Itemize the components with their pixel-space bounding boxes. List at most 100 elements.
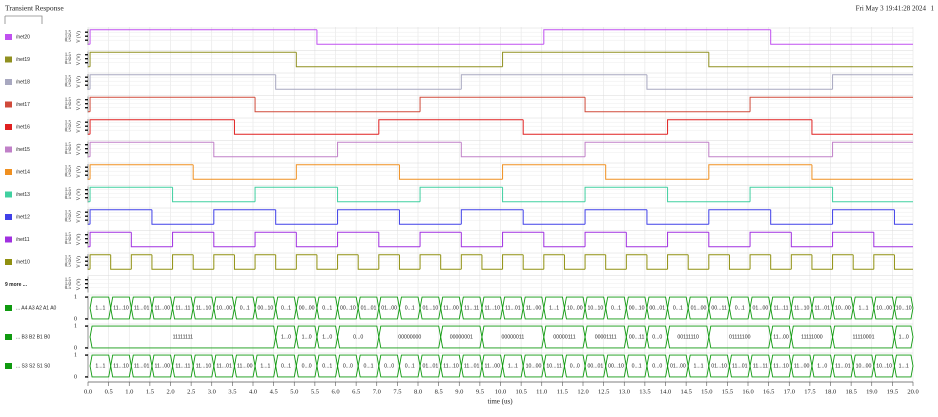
bus-value: 10...00 [876,305,892,311]
y-tick-label: 1.0 [65,79,72,84]
bus-value: 11...00 [155,363,171,369]
signal-segment [708,232,751,248]
legend-swatch [5,236,12,243]
bus-value: 11...01 [835,363,851,369]
signal-segment [749,186,833,202]
bus-value: 11...01 [134,305,150,311]
bus-value: 00000000 [398,334,421,340]
signal-segment [790,254,812,270]
bus-value: 0...0 [353,334,363,340]
signal-segment [337,209,400,225]
signal-segment [584,231,627,247]
bus-value: 00111110 [677,334,699,340]
y-axis-label: V (V) [77,76,82,88]
y-tick-label: 0 [74,316,77,322]
y-tick-label: 0.5 [65,218,72,223]
bus-value: 0...1 [405,363,415,369]
bus-value: 11...01 [134,363,150,369]
signal-name: /net13 [16,192,30,198]
y-tick-label: 1.0 [65,124,72,129]
legend-swatch [5,214,12,220]
signal-segment [563,254,586,270]
bus-value: 1...0 [281,334,291,340]
bus-value: 00...10 [340,305,356,311]
x-tick-label: 6.5 [352,388,360,395]
signal-segment [316,29,544,45]
x-tick-label: 12.0 [577,388,588,395]
bus-value: 11...10 [113,305,129,311]
y-tick-label: 0.5 [65,38,72,43]
legend-swatch [5,259,12,265]
bus-value: 1...1 [95,305,105,311]
bus-value: 10...00 [526,363,542,369]
bus-value: 00...01 [587,363,603,369]
signal-segment [89,51,297,67]
bus-value: 0...0 [570,363,580,369]
signal-segment [89,96,256,112]
bus-value: 0...1 [281,363,291,369]
legend-swatch [5,334,12,340]
x-tick-label: 11.5 [557,388,568,395]
signal-segment [337,141,462,157]
y-tick-label: 0.5 [65,151,72,156]
bus-value: 11...10 [485,305,501,311]
y-tick-label: 1.0 [65,102,72,107]
bus-value: 11111111 [173,334,193,340]
signal-segment [172,187,256,203]
bus-value: 11...01 [505,305,521,311]
signal-segment [605,254,627,270]
bus-value: 10...10 [876,363,892,369]
bus-value: 0...1 [240,305,250,311]
signal-segment [646,254,668,270]
bus-value: 01...01 [361,305,377,311]
signal-segment [708,52,913,68]
y-tick-label: 1.5 [65,98,72,103]
y-tick-label: 1.0 [65,237,72,242]
signal-segment [625,232,668,248]
bus-value: 0...1 [673,305,683,311]
signal-segment [213,142,338,158]
signal-segment [398,164,503,180]
signal-segment [502,254,524,270]
signal-segment [522,254,544,270]
bus-value: 11...10 [773,363,789,369]
bus-value: 0...1 [322,305,332,311]
bus-value: 0...1 [735,305,745,311]
signal-name: /net19 [16,57,30,63]
y-axis-label: V (V) [77,143,82,155]
signal-segment [192,164,297,180]
bus-value: 11...10 [443,363,459,369]
signal-name: 9 more ... [5,282,28,288]
y-tick-label: 0.5 [65,61,72,66]
signal-segment [728,254,751,270]
bus-value: 11...10 [113,363,129,369]
bus-value: 11...10 [794,305,810,311]
y-axis-label: V (V) [77,31,82,43]
y-axis-label: V (V) [77,166,82,178]
signal-segment [89,74,276,90]
signal-segment [337,231,379,247]
window-title: Transient Response [5,4,64,13]
signal-segment [502,187,586,203]
bus-value: 00...10 [257,305,273,311]
bus-value: 00001111 [595,334,617,340]
signal-segment [110,254,132,270]
y-tick-label: 1.0 [65,259,72,264]
bus-value: 0...1 [363,363,373,369]
signal-segment [667,187,751,203]
signal-segment [749,96,913,112]
x-tick-label: 0.0 [84,388,92,395]
y-tick-label: 1.0 [65,192,72,197]
x-tick-label: 1.0 [125,388,133,395]
signal-segment [440,254,462,270]
bus-value: 01...01 [422,363,438,369]
x-tick-label: 6.0 [331,388,339,395]
bus-value: 01...00 [752,305,768,311]
y-tick-label: 1.5 [65,188,72,193]
bus-value: 11...11 [773,305,788,311]
bus-value: 11...01 [464,363,480,369]
signal-segment [460,254,482,270]
bus-value: 00...01 [649,305,665,311]
signal-segment [667,231,709,247]
legend-swatch [5,34,12,40]
